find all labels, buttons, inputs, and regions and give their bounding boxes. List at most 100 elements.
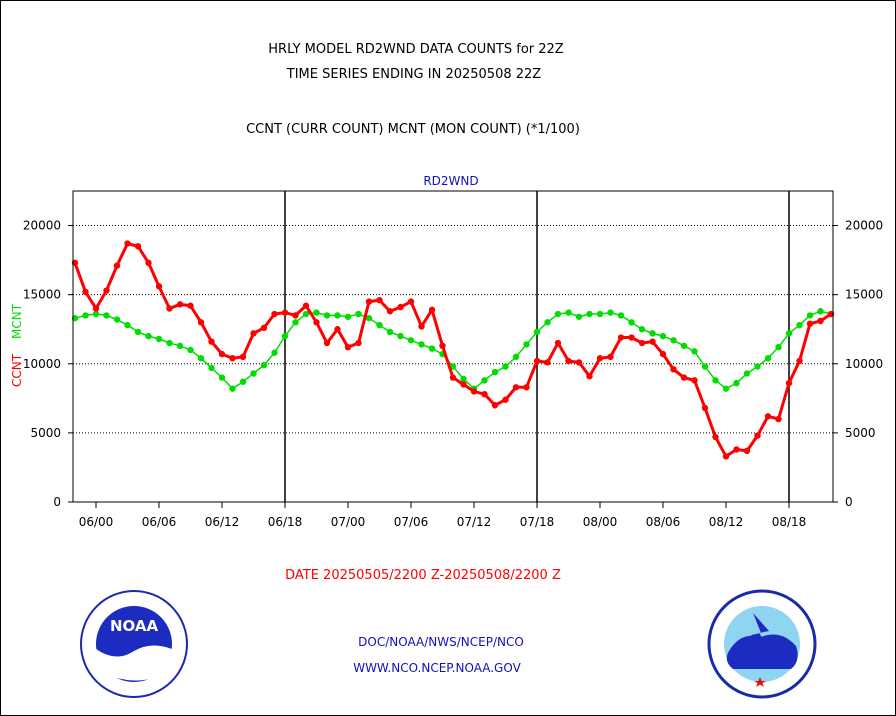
ccnt-point (218, 350, 226, 358)
x-axis-ticks: 06/00 06/06 06/12 06/18 07/00 07/06 07/12 07/18… (79, 502, 807, 529)
mcnt-point (565, 309, 572, 316)
mcnt-point (124, 321, 131, 329)
ccnt-point (733, 446, 740, 453)
ccnt-point (649, 338, 656, 345)
x-tick-label: 08/18 (772, 515, 807, 529)
mcnt-point (523, 341, 530, 348)
mcnt-point (754, 363, 761, 370)
x-tick-label: 06/00 (79, 515, 114, 529)
mcnt-point (764, 355, 772, 362)
mcnt-point (575, 313, 583, 320)
ccnt-point (397, 303, 404, 311)
ccnt-point (439, 342, 446, 350)
mcnt-point (197, 355, 205, 362)
x-tick-label: 07/12 (457, 515, 492, 529)
ccnt-point (344, 343, 352, 351)
x-tick-label: 07/06 (394, 515, 429, 529)
ccnt-point (103, 287, 110, 294)
x-tick-label: 08/12 (709, 515, 744, 529)
mcnt-point (649, 330, 656, 337)
noaa-logo: NOAA (80, 590, 188, 698)
mcnt-point (722, 385, 730, 392)
ccnt-point (239, 353, 247, 361)
mcnt-point (302, 310, 310, 318)
ccnt-point (271, 310, 278, 318)
mcnt-point (659, 332, 667, 340)
x-tick-label: 07/18 (520, 515, 555, 529)
mcnt-point (355, 310, 362, 318)
ccnt-point (533, 357, 541, 365)
ccnt-point (617, 334, 625, 341)
mcnt-point (239, 378, 247, 385)
ccnt-point (470, 388, 478, 395)
ccnt-point (670, 366, 677, 373)
mcnt-point (376, 321, 383, 329)
mcnt-point (785, 330, 793, 337)
grid-lines (73, 225, 833, 434)
day-boundary-lines (284, 191, 790, 502)
ccnt-point (491, 402, 499, 409)
mcnt-point (817, 308, 824, 315)
ccnt-point (691, 377, 698, 384)
ccnt-point (197, 319, 205, 326)
mcnt-point (554, 310, 562, 318)
ccnt-point (145, 259, 152, 267)
ccnt-point (796, 357, 803, 365)
ccnt-point (134, 243, 142, 250)
y-tick-label: 15000 (23, 288, 61, 302)
mcnt-point (418, 341, 425, 348)
ccnt-point (628, 334, 635, 341)
mcnt-point (344, 313, 352, 320)
ccnt-point (113, 262, 121, 269)
x-tick-label: 06/06 (142, 515, 177, 529)
mcnt-point (586, 310, 593, 318)
mcnt-point (323, 312, 331, 319)
ccnt-series (71, 240, 835, 460)
ccnt-point (92, 305, 100, 312)
ccnt-point (743, 447, 751, 455)
mcnt-point (386, 328, 394, 336)
ccnt-axis-label: CCNT (10, 353, 24, 387)
ccnt-point (313, 319, 320, 326)
mcnt-point (796, 321, 803, 329)
nws-logo (707, 589, 817, 699)
mcnt-point (145, 332, 152, 340)
y-axis-labels: CCNT MCNT (10, 303, 24, 387)
mcnt-axis-label: MCNT (10, 303, 24, 339)
ccnt-point (460, 381, 467, 388)
ccnt-point (124, 240, 131, 247)
mcnt-point (260, 361, 268, 369)
ccnt-point (806, 320, 814, 327)
ccnt-point (376, 296, 383, 304)
ccnt-point (355, 339, 362, 347)
ccnt-point (712, 433, 719, 441)
mcnt-point (533, 328, 541, 336)
mcnt-point (712, 377, 719, 384)
mcnt-point (208, 364, 215, 372)
ccnt-point (250, 330, 257, 337)
ccnt-point (334, 326, 341, 333)
ccnt-point (680, 374, 688, 381)
mcnt-series (71, 308, 835, 392)
y-tick-label-right: 0 (845, 495, 853, 509)
y-tick-label: 20000 (23, 219, 61, 233)
mcnt-point (596, 310, 604, 318)
mcnt-point (407, 337, 415, 344)
mcnt-point (502, 363, 509, 370)
mcnt-point (733, 379, 740, 387)
y-tick-label-right: 15000 (845, 288, 883, 302)
mcnt-point (701, 363, 709, 370)
mcnt-point (281, 332, 289, 340)
footer-org: DOC/NOAA/NWS/NCEP/NCO (358, 635, 524, 649)
mcnt-point (229, 385, 236, 392)
y-tick-label-right: 5000 (845, 426, 876, 440)
mcnt-point (460, 375, 467, 383)
mcnt-point (166, 339, 173, 347)
y-tick-label-right: 10000 (845, 357, 883, 371)
ccnt-point (754, 432, 761, 439)
ccnt-point (260, 324, 268, 332)
mcnt-point (313, 309, 320, 316)
ccnt-point (449, 374, 457, 381)
ccnt-point (418, 323, 425, 330)
